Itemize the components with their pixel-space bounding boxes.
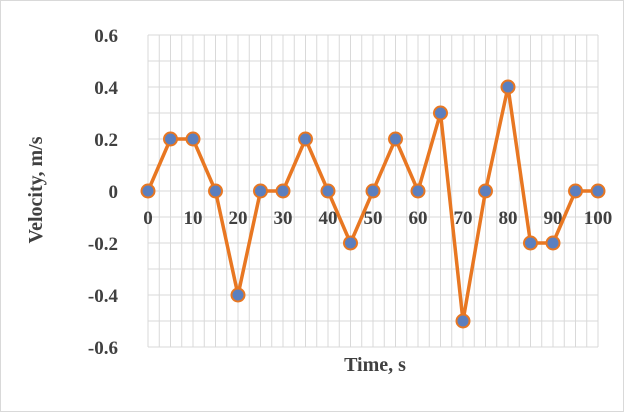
x-tick-label: 60 [409,208,428,229]
x-tick-label: 0 [143,208,153,229]
data-point [455,313,471,329]
data-point [275,183,291,199]
x-tick-labels: 0 10 20 30 40 50 60 70 80 90 100 [143,208,612,229]
data-point [230,287,246,303]
y-tick-label: -0.6 [88,338,118,359]
data-point [298,131,313,147]
data-point-markers [140,79,606,329]
data-point [433,105,448,121]
data-point [343,235,358,251]
data-point [163,131,178,147]
x-axis-title: Time, s [344,354,406,376]
data-point [253,183,268,199]
x-tick-label: 90 [544,208,563,229]
data-point [500,79,516,95]
data-point [388,131,403,147]
data-point [590,183,606,199]
x-tick-label: 30 [274,208,293,229]
data-point [478,183,493,199]
x-tick-label: 70 [454,208,473,229]
data-point [365,183,381,199]
data-point [208,183,223,199]
data-point [410,183,426,199]
data-point [320,183,336,199]
data-point [140,183,156,199]
y-tick-label: 0.6 [94,26,118,47]
y-tick-label: 0.2 [94,130,118,151]
data-point [523,235,538,251]
y-tick-label: -0.4 [88,286,119,307]
y-tick-label: -0.2 [88,234,118,255]
x-tick-label: 80 [499,208,518,229]
gridlines [147,34,599,348]
x-tick-label: 100 [584,208,613,229]
x-tick-label: 40 [319,208,338,229]
y-tick-label: 0.4 [94,78,118,99]
data-point [185,131,201,147]
x-tick-label: 50 [364,208,383,229]
y-tick-labels: 0.6 0.4 0.2 0 -0.2 -0.4 -0.6 [88,26,119,359]
data-point [545,235,561,251]
y-tick-label: 0 [109,182,119,203]
y-axis-title: Velocity, m/s [25,136,47,243]
x-tick-label: 10 [184,208,203,229]
x-tick-label: 20 [229,208,248,229]
data-point [568,183,583,199]
